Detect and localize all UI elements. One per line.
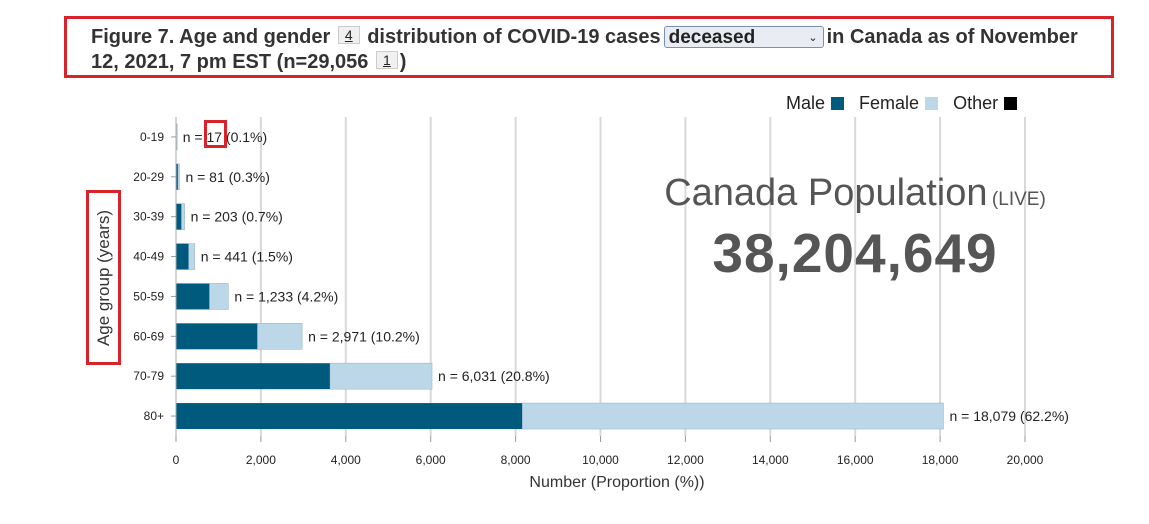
case-status-select[interactable]: deceased ⌄ — [663, 26, 824, 48]
population-title: Canada Population — [664, 172, 988, 214]
x-tick-label: 20,000 — [1007, 453, 1044, 467]
y-tick-label: 0-19 — [140, 130, 164, 144]
data-label-30-39: n = 203 (0.7%) — [191, 209, 283, 225]
bar-male-20-29 — [176, 163, 179, 190]
legend-swatch-female — [925, 96, 939, 110]
title-part-1: Figure 7. Age and gender — [91, 26, 331, 48]
population-live-tag: (LIVE) — [991, 189, 1046, 210]
data-label-50-59: n = 1,233 (4.2%) — [234, 288, 338, 304]
chevron-down-icon: ⌄ — [808, 32, 818, 44]
figure-title: Figure 7. Age and gender 4 distribution … — [91, 25, 1111, 75]
y-tick-label: 60-69 — [133, 329, 164, 343]
y-tick-label: 20-29 — [133, 170, 164, 184]
highlight-box-n17 — [204, 120, 227, 148]
x-tick-label: 8,000 — [501, 453, 531, 467]
bar-female-30-39 — [181, 203, 185, 230]
y-tick-label: 30-39 — [133, 210, 164, 224]
bar-male-70-79 — [176, 363, 331, 390]
bar-male-50-59 — [176, 283, 210, 310]
x-tick-label: 14,000 — [752, 453, 789, 467]
bar-male-40-49 — [176, 243, 189, 270]
bar-female-40-49 — [188, 243, 196, 270]
data-label-80+: n = 18,079 (62.2%) — [949, 408, 1068, 424]
bar-male-80+ — [176, 403, 523, 430]
x-tick-label: 10,000 — [582, 453, 619, 467]
legend-swatch-other — [1004, 96, 1018, 110]
x-tick-label: 2,000 — [246, 453, 276, 467]
y-tick-label: 40-49 — [133, 250, 164, 264]
bar-female-20-29 — [177, 163, 180, 191]
legend-swatch-male — [831, 96, 845, 110]
chart-legend: Male Female Other — [786, 92, 1027, 114]
x-tick-label: 18,000 — [922, 453, 959, 467]
bar-female-80+ — [522, 402, 944, 430]
bar-male-30-39 — [176, 203, 182, 230]
data-label-40-49: n = 441 (1.5%) — [201, 249, 293, 265]
case-status-value: deceased — [668, 27, 756, 48]
data-label-70-79: n = 6,031 (20.8%) — [438, 368, 550, 384]
figure-title-box: Figure 7. Age and gender 4 distribution … — [64, 16, 1114, 78]
bar-female-70-79 — [329, 362, 433, 390]
population-count: 38,204,649 — [712, 222, 998, 284]
legend-label-male: Male — [786, 92, 826, 113]
y-tick-label: 70-79 — [133, 369, 164, 383]
legend-label-other: Other — [953, 92, 999, 113]
x-tick-label: 16,000 — [837, 453, 874, 467]
data-label-60-69: n = 2,971 (10.2%) — [308, 328, 420, 344]
x-tick-label: 6,000 — [416, 453, 446, 467]
bar-female-50-59 — [209, 283, 229, 310]
x-axis-label: Number (Proportion (%)) — [529, 474, 704, 491]
x-tick-label: 0 — [173, 453, 180, 467]
y-tick-label: 80+ — [144, 409, 164, 423]
legend-label-female: Female — [859, 92, 920, 113]
population-widget: Canada Population (LIVE) 38,204,649 — [640, 172, 1070, 285]
title-part-3: in Canada as of November 12, 2021, 7 pm … — [91, 26, 1078, 73]
bar-female-60-69 — [257, 323, 303, 350]
data-label-20-29: n = 81 (0.3%) — [185, 169, 269, 185]
x-tick-label: 12,000 — [667, 453, 704, 467]
bar-female-0-19 — [176, 123, 178, 151]
bar-male-60-69 — [176, 323, 258, 350]
footnote-4-link[interactable]: 4 — [337, 26, 360, 44]
y-tick-label: 50-59 — [133, 289, 164, 303]
y-axis-label: Age group (years) — [93, 209, 113, 346]
footnote-1-link[interactable]: 1 — [375, 51, 398, 69]
title-part-4: ) — [399, 51, 407, 73]
x-tick-label: 4,000 — [331, 453, 361, 467]
title-part-2: distribution of COVID-19 cases — [367, 26, 661, 48]
y-axis-label-box: Age group (years) — [86, 190, 121, 365]
